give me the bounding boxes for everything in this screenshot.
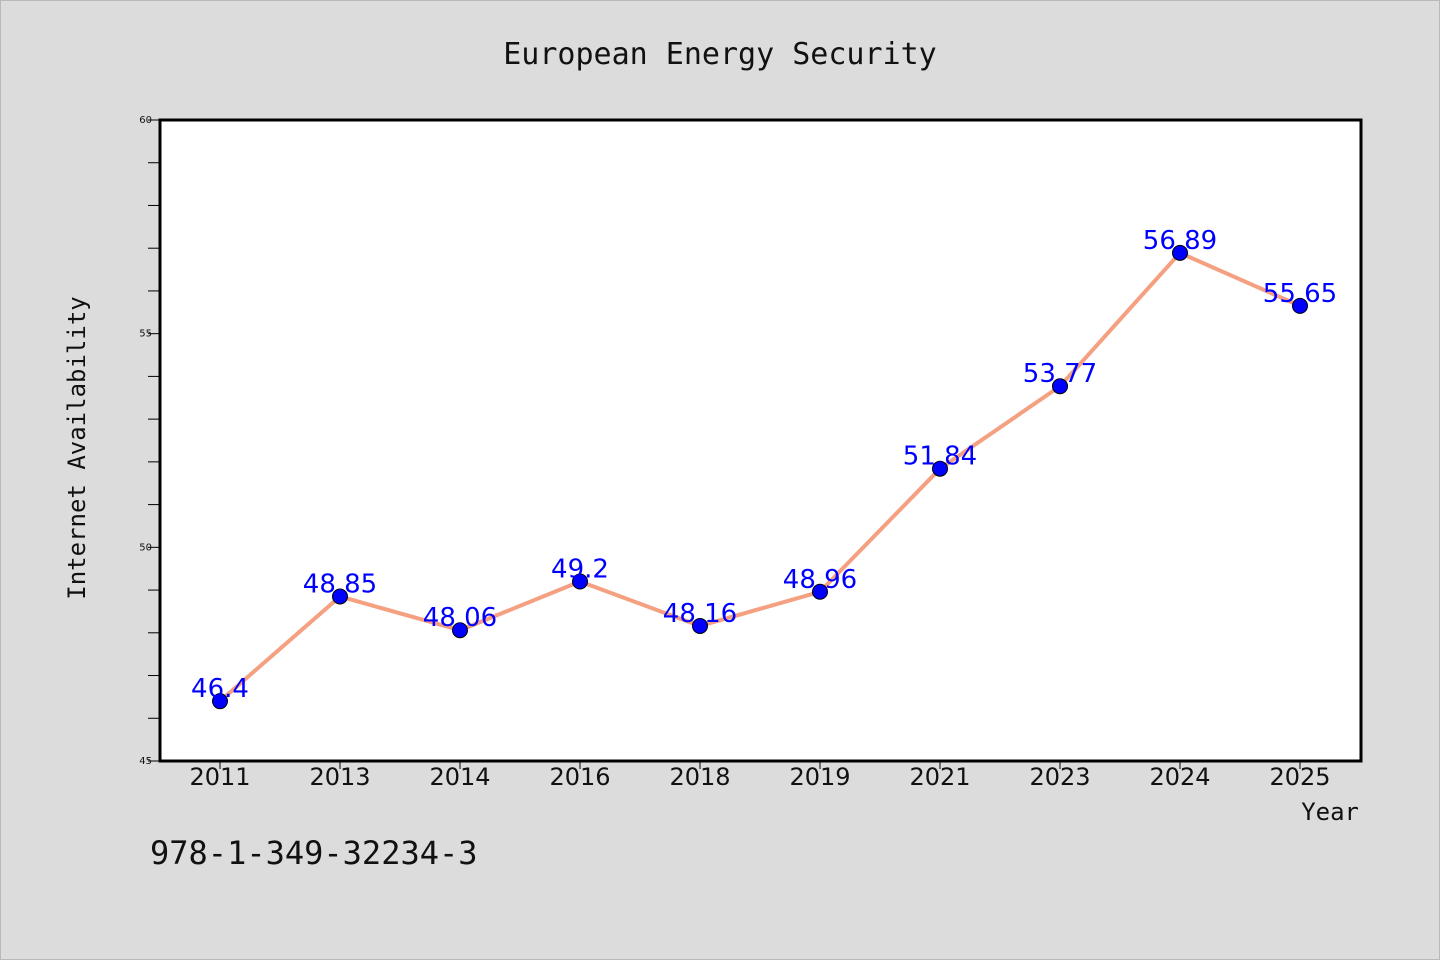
series-line [218,250,1301,703]
y-axis: 45 50 55 60 [139,115,160,767]
y-tick-label: 55 [139,329,152,340]
x-tick-label: 2025 [1269,763,1330,791]
series-line-group [218,250,1301,703]
data-point-marker [452,622,468,639]
y-axis-title: Internet Availability [63,296,91,599]
x-tick-label: 2016 [549,763,610,791]
data-label: 48.16 [663,599,737,629]
data-point-marker [692,617,708,634]
data-point-marker [812,583,828,600]
data-point-marker [932,460,948,477]
data-label: 48.06 [423,603,497,633]
x-tick-label: 2013 [309,763,370,791]
chart-title: European Energy Security [503,37,936,72]
x-tick-label: 2011 [189,763,250,791]
x-tick-label: 2014 [429,763,490,791]
y-tick-label: 45 [139,756,152,767]
x-tick-label: 2024 [1149,763,1210,791]
x-axis: 2011 2013 2014 2016 2018 2019 2021 2023 2024 2025 [189,761,1331,791]
data-label: 48.85 [303,569,377,599]
data-label: 49.2 [551,555,609,585]
x-tick-label: 2023 [1029,763,1090,791]
data-point-marker [1052,378,1068,395]
x-axis-title: Year [1301,798,1359,826]
x-tick-label: 2021 [909,763,970,791]
data-point-marker [212,693,228,710]
markers-group [212,244,1308,710]
data-label: 46.4 [191,674,249,704]
plot-area [158,118,1363,763]
data-label: 56.89 [1143,226,1217,256]
y-tick-label: 60 [139,115,152,126]
y-tick-label: 50 [139,542,152,553]
x-tick-label: 2018 [669,763,730,791]
x-tick-label: 2019 [789,763,850,791]
isbn-annotation: 978-1-349-32234-3 [150,834,478,872]
data-point-marker [572,573,588,590]
data-label: 48.96 [783,565,857,595]
data-label: 55.65 [1263,279,1337,309]
data-label: 51.84 [903,442,977,472]
data-point-marker [332,588,348,605]
data-labels-group: 46.4 48.85 48.06 49.2 48.16 48.96 51.84 53.77 56… [191,226,1337,704]
data-point-marker [1292,297,1308,314]
data-point-marker [1172,244,1188,261]
data-label: 53.77 [1023,359,1097,389]
